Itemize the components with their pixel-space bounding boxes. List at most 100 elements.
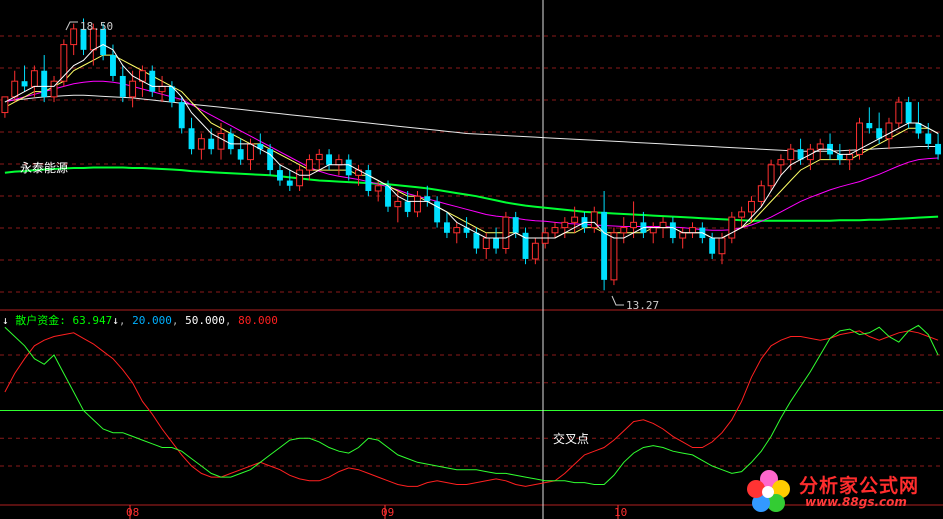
- candle-body: [188, 128, 195, 150]
- candle-body: [453, 227, 461, 234]
- ma-white-line: [4, 94, 939, 152]
- logo-title: 分析家公式网: [799, 475, 920, 497]
- candle-body: [404, 201, 411, 212]
- candle-body: [649, 227, 657, 234]
- candle-body: [482, 237, 490, 249]
- candle-body: [424, 196, 431, 202]
- candle-body: [551, 227, 559, 234]
- low-marker: [611, 295, 624, 306]
- candle-body: [365, 170, 372, 191]
- indicator-legend: ↓ 散户资金: 63.947↓, 20.000, 50.000, 80.000: [2, 314, 278, 327]
- candle-body: [531, 242, 539, 260]
- candle-body: [374, 185, 382, 192]
- candle-body: [689, 227, 696, 234]
- high-price-label: 18.50: [80, 20, 114, 33]
- candle-body: [385, 185, 391, 207]
- candle-body: [816, 143, 824, 150]
- candle-body: [522, 232, 529, 259]
- candle-body: [502, 216, 510, 249]
- candle-body: [100, 28, 107, 56]
- indicator-level-20: 20.000: [132, 314, 172, 327]
- candle-body: [659, 221, 667, 229]
- high-marker: [65, 21, 78, 31]
- candle-body: [1, 96, 9, 114]
- candle-body: [247, 143, 254, 161]
- candle-body: [463, 227, 470, 233]
- candle-body: [856, 122, 863, 155]
- candle-body: [590, 211, 598, 229]
- candle-body: [267, 149, 274, 171]
- candle-body: [305, 159, 313, 171]
- candle-body: [315, 153, 323, 161]
- month-label-08: 08: [126, 506, 140, 519]
- stock-name-label: 永泰能源: [20, 161, 69, 175]
- candle-body: [493, 238, 500, 249]
- candle-body: [129, 80, 137, 98]
- indicator-arrow: ↓: [2, 314, 9, 327]
- ma-fast-line: [4, 44, 939, 239]
- candle-body: [836, 154, 843, 160]
- candle-body: [601, 211, 608, 280]
- ma-slow-line: [4, 80, 939, 231]
- candle-body: [777, 159, 785, 166]
- indicator-green-line: [4, 324, 939, 485]
- candle-body: [197, 138, 205, 150]
- candle-body: [620, 227, 628, 234]
- cross-point-label: 交叉点: [553, 432, 590, 446]
- candle-body: [935, 143, 942, 155]
- candle-body: [60, 44, 68, 82]
- candle-body: [561, 221, 569, 229]
- candle-body: [414, 195, 421, 213]
- candle-body: [237, 149, 244, 160]
- candle-body: [50, 80, 58, 98]
- candle-body: [217, 132, 225, 150]
- candle-body: [876, 128, 883, 139]
- candle-body: [41, 70, 48, 97]
- candle-body: [168, 86, 175, 103]
- candle-body: [149, 70, 156, 92]
- candle-body: [11, 80, 19, 98]
- candle-body: [669, 222, 676, 239]
- candle-body: [326, 154, 333, 165]
- candle-body: [512, 217, 519, 233]
- candle-body: [925, 133, 932, 144]
- candle-body: [610, 232, 618, 281]
- month-label-10: 10: [614, 506, 628, 519]
- candle-body: [227, 133, 234, 150]
- month-label-09: 09: [381, 506, 395, 519]
- candle-body: [728, 216, 736, 239]
- indicator-level-80: 80.000: [238, 314, 278, 327]
- candle-body: [885, 122, 893, 140]
- candle-body: [277, 170, 283, 181]
- indicator-name: 散户资金:: [15, 314, 66, 327]
- candle-body: [895, 101, 903, 124]
- candle-body: [335, 159, 343, 166]
- candle-body: [738, 211, 746, 218]
- ma-mid-line: [4, 54, 939, 239]
- candle-body: [394, 200, 402, 208]
- candle-body: [767, 164, 775, 187]
- candle-body: [208, 138, 215, 150]
- candle-body: [434, 201, 441, 223]
- candle-body: [787, 148, 795, 161]
- candle-body: [80, 28, 87, 50]
- candle-body: [110, 55, 116, 76]
- flower-logo-icon: [747, 470, 790, 512]
- candle-body: [443, 222, 450, 233]
- indicator-value-arrow: ↓: [112, 314, 119, 327]
- candle-body: [866, 123, 873, 129]
- candle-body: [178, 102, 185, 129]
- candle-body: [21, 81, 28, 87]
- candle-body: [748, 200, 755, 213]
- candle-body: [630, 221, 638, 229]
- candle-body: [286, 180, 293, 186]
- indicator-level-50: 50.000: [185, 314, 225, 327]
- candle-body: [257, 143, 264, 150]
- candle-body: [296, 169, 304, 187]
- candle-body: [119, 75, 126, 97]
- candle-body: [709, 238, 716, 254]
- candle-body: [679, 232, 687, 239]
- candle-body: [70, 28, 78, 46]
